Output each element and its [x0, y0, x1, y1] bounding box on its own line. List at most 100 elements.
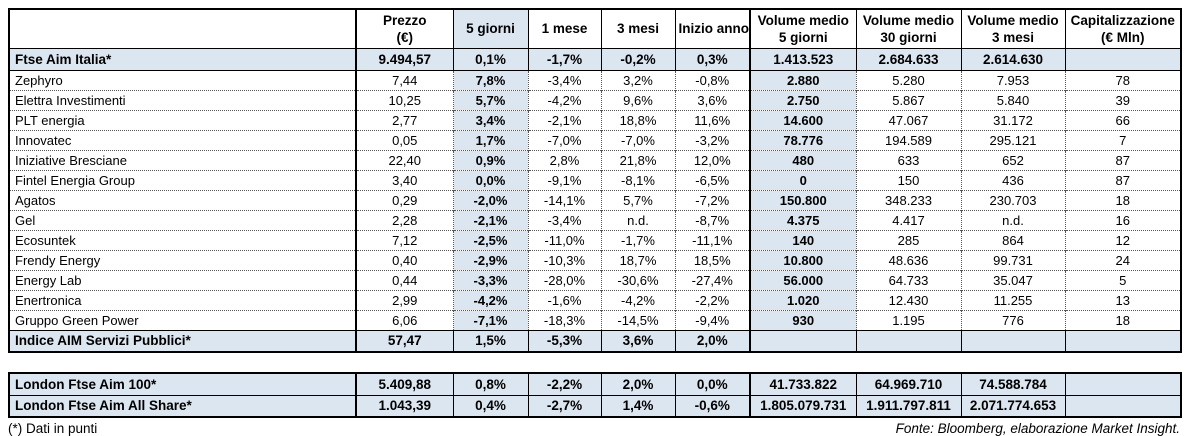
- cell-5-giorni: 0,8%: [452, 372, 529, 396]
- cell-volume-medio-30-giorni: 1.911.797.811: [855, 394, 962, 418]
- table-row: Enertronica 2,99 -4,2% -1,6% -4,2% -2,2% 1.020…: [8, 289, 1181, 310]
- cell-5-giorni: -2,9%: [452, 249, 528, 270]
- cell-volume-medio-3-mesi: 2.071.774.653: [960, 394, 1066, 418]
- cell-3-mesi: 1,4%: [600, 394, 676, 418]
- row-name-cell: Ecosuntek: [8, 229, 356, 250]
- cell-capitalizzazione: [1064, 394, 1182, 418]
- cell-volume-medio-30-giorni: 285: [855, 229, 961, 250]
- col-header-capitalizzazione-line2: (€ Mln): [1101, 29, 1145, 45]
- cell-5-giorni: -2,5%: [452, 229, 528, 250]
- row-name-cell: Ftse Aim Italia*: [8, 47, 357, 71]
- cell-1-mese: -5,3%: [527, 329, 602, 353]
- cell-volume-medio-30-giorni: 48.636: [855, 249, 961, 270]
- col-header-volume-medio-3-mesi-line1: Volume medio: [967, 12, 1059, 28]
- cell-1-mese: -28,0%: [527, 269, 601, 290]
- cell-volume-medio-5-giorni: [749, 329, 857, 353]
- table-row: London Ftse Aim All Share* 1.043,39 0,4% -2…: [8, 394, 1182, 418]
- table-row: Ecosuntek 7,12 -2,5% -11,0% -1,7% -11,1% 140 28…: [8, 229, 1181, 250]
- col-header-name: [8, 8, 357, 49]
- cell-1-mese: -2,7%: [527, 394, 602, 418]
- cell-prezzo: 57,47: [355, 329, 454, 353]
- cell-volume-medio-3-mesi: 31.172: [960, 109, 1065, 130]
- cell-3-mesi: 18,8%: [600, 109, 675, 130]
- col-header-volume-medio-30-giorni-line2: 30 giorni: [880, 29, 937, 45]
- cell-inizio-anno: -0,8%: [674, 69, 750, 90]
- cell-inizio-anno: 18,5%: [674, 249, 750, 270]
- cell-5-giorni: 0,1%: [452, 47, 529, 71]
- cell-5-giorni: -2,1%: [452, 209, 528, 230]
- cell-volume-medio-5-giorni: 930: [749, 309, 856, 330]
- cell-volume-medio-30-giorni: [855, 329, 962, 353]
- cell-volume-medio-3-mesi: 5.840: [960, 89, 1065, 110]
- cell-inizio-anno: -9,4%: [674, 309, 750, 330]
- cell-prezzo: 1.043,39: [355, 394, 454, 418]
- row-name-cell: Enertronica: [8, 289, 356, 310]
- cell-3-mesi: 3,6%: [600, 329, 676, 353]
- cell-prezzo: 2,77: [355, 109, 453, 130]
- cell-volume-medio-3-mesi: n.d.: [960, 209, 1065, 230]
- col-header-volume-medio-30-giorni-line1: Volume medio: [862, 12, 955, 28]
- row-name-cell: Zephyro: [8, 69, 356, 90]
- cell-1-mese: -1,6%: [527, 289, 601, 310]
- row-name-cell: Energy Lab: [8, 269, 356, 290]
- row-name-cell: London Ftse Aim 100*: [8, 372, 357, 396]
- col-header-1-mese: 1 mese: [527, 8, 602, 49]
- col-header-3-mesi-line1: 3 mesi: [616, 21, 660, 37]
- cell-prezzo: 0,44: [355, 269, 453, 290]
- cell-prezzo: 22,40: [355, 149, 453, 170]
- table-row: Innovatec 0,05 1,7% -7,0% -7,0% -3,2% 78.776 19…: [8, 129, 1181, 150]
- cell-volume-medio-5-giorni: 2.750: [749, 89, 856, 110]
- cell-prezzo: 2,28: [355, 209, 453, 230]
- cell-volume-medio-3-mesi: 864: [960, 229, 1065, 250]
- cell-prezzo: 5.409,88: [355, 372, 454, 396]
- cell-volume-medio-30-giorni: 1.195: [855, 309, 961, 330]
- cell-capitalizzazione: [1064, 372, 1182, 396]
- cell-volume-medio-30-giorni: 5.280: [855, 69, 961, 90]
- cell-volume-medio-3-mesi: 35.047: [960, 269, 1065, 290]
- cell-volume-medio-5-giorni: 4.375: [749, 209, 856, 230]
- cell-volume-medio-3-mesi: 11.255: [960, 289, 1065, 310]
- cell-5-giorni: 0,0%: [452, 169, 528, 190]
- cell-volume-medio-30-giorni: 2.684.633: [855, 47, 962, 71]
- cell-1-mese: -18,3%: [527, 309, 601, 330]
- source-note: Fonte: Bloomberg, elaborazione Market In…: [895, 421, 1180, 436]
- footer: (*) Dati in punti Fonte: Bloomberg, elab…: [8, 421, 1180, 436]
- col-header-volume-medio-3-mesi-line2: 3 mesi: [991, 29, 1035, 45]
- table-row: Indice AIM Servizi Pubblici* 57,47 1,5% -5,…: [8, 329, 1182, 353]
- col-header-inizio-anno: Inizio anno: [674, 8, 751, 49]
- row-name-cell: Fintel Energia Group: [8, 169, 356, 190]
- cell-volume-medio-3-mesi: 436: [960, 169, 1065, 190]
- col-header-1-mese-line1: 1 mese: [541, 21, 588, 37]
- cell-inizio-anno: 11,6%: [674, 109, 750, 130]
- col-header-inizio-anno-line1: Inizio anno: [678, 21, 750, 37]
- cell-inizio-anno: 12,0%: [674, 149, 750, 170]
- cell-volume-medio-30-giorni: 5.867: [855, 89, 961, 110]
- cell-volume-medio-30-giorni: 150: [855, 169, 961, 190]
- table-row: Elettra Investimenti 10,25 5,7% -4,2% 9,6% 3,…: [8, 89, 1181, 110]
- cell-capitalizzazione: 5: [1064, 269, 1181, 290]
- cell-5-giorni: -7,1%: [452, 309, 528, 330]
- header-row: Prezzo (€) 5 giorni 1 mese 3 mesi Inizio anno…: [8, 8, 1182, 49]
- cell-1-mese: -9,1%: [527, 169, 601, 190]
- cell-prezzo: 7,44: [355, 69, 453, 90]
- cell-inizio-anno: -7,2%: [674, 189, 750, 210]
- row-name-cell: Gel: [8, 209, 356, 230]
- cell-inizio-anno: 2,0%: [674, 329, 751, 353]
- cell-5-giorni: 0,4%: [452, 394, 529, 418]
- cell-volume-medio-3-mesi: 74.588.784: [960, 372, 1066, 396]
- cell-volume-medio-5-giorni: 140: [749, 229, 856, 250]
- cell-prezzo: 9.494,57: [355, 47, 454, 71]
- table-row: Gruppo Green Power 6,06 -7,1% -18,3% -14,5% -…: [8, 309, 1181, 330]
- col-header-volume-medio-5-giorni-line2: 5 giorni: [778, 29, 828, 45]
- cell-volume-medio-30-giorni: 47.067: [855, 109, 961, 130]
- cell-capitalizzazione: 87: [1064, 149, 1181, 170]
- cell-volume-medio-3-mesi: 295.121: [960, 129, 1065, 150]
- cell-inizio-anno: -27,4%: [674, 269, 750, 290]
- cell-1-mese: -11,0%: [527, 229, 601, 250]
- cell-volume-medio-5-giorni: 0: [749, 169, 856, 190]
- cell-5-giorni: -3,3%: [452, 269, 528, 290]
- cell-5-giorni: 3,4%: [452, 109, 528, 130]
- cell-inizio-anno: -11,1%: [674, 229, 750, 250]
- cell-volume-medio-3-mesi: [960, 329, 1066, 353]
